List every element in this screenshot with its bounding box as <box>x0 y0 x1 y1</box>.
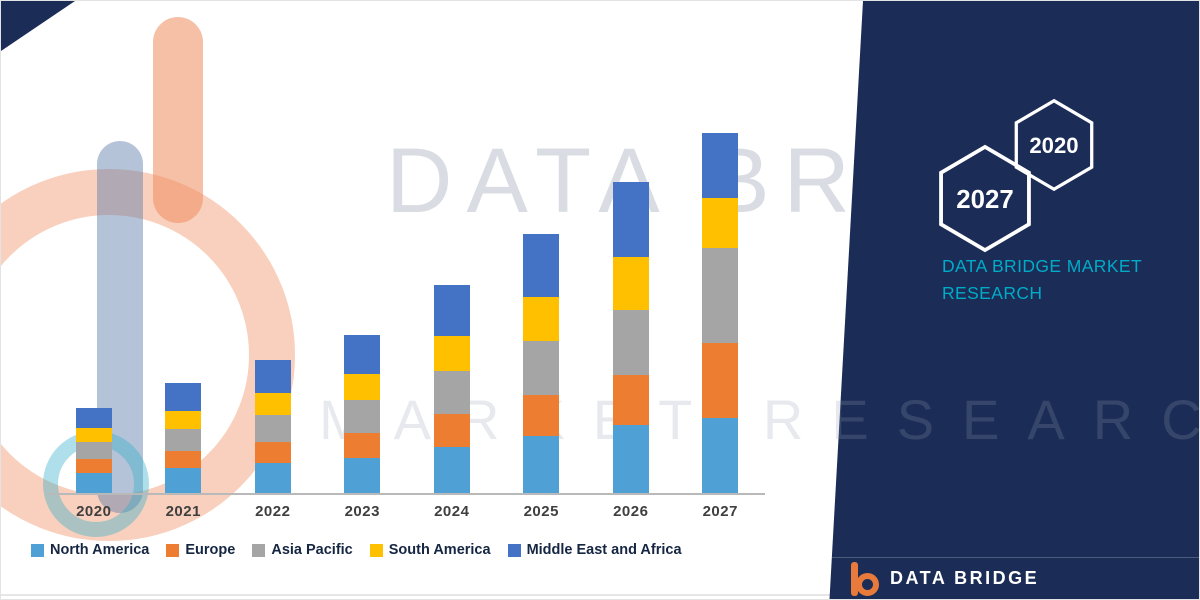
bar-2021-segment-middle-east-and-africa <box>165 383 202 412</box>
bar-column-2027 <box>676 133 766 493</box>
bar-2022-segment-europe <box>254 442 291 464</box>
bar-stack-2021 <box>165 383 202 493</box>
legend-marker-middle-east-and-africa <box>507 543 521 557</box>
bar-2020-segment-south-america <box>75 427 112 442</box>
bar-column-2020 <box>49 407 139 493</box>
bar-2025-segment-north-america <box>523 436 560 493</box>
bar-stack-2027 <box>702 133 739 493</box>
data-bridge-logo-icon <box>849 561 879 596</box>
bar-2021-segment-europe <box>165 451 202 469</box>
bar-2027-segment-asia-pacific <box>702 248 739 344</box>
bar-2020-segment-asia-pacific <box>75 441 112 459</box>
legend-marker-europe <box>166 543 180 557</box>
bar-2020-segment-north-america <box>75 472 112 493</box>
legend-label-middle-east-and-africa: Middle East and Africa <box>526 542 682 558</box>
bar-2021-segment-asia-pacific <box>165 429 202 452</box>
legend-item-asia-pacific: Asia Pacific <box>252 542 353 558</box>
bar-2025-segment-europe <box>523 395 560 437</box>
bar-column-2022 <box>228 360 318 493</box>
bar-2024-segment-south-america <box>433 336 470 372</box>
footer-brand-text: DATA BRIDGE <box>890 568 1040 588</box>
bar-2025-segment-middle-east-and-africa <box>523 234 560 298</box>
bar-2027-segment-europe <box>702 343 739 419</box>
bar-2022-segment-south-america <box>254 393 291 416</box>
bar-2023-segment-europe <box>344 433 381 459</box>
hexagon-badge-2020: 2020 <box>1013 98 1095 192</box>
bar-2026-segment-middle-east-and-africa <box>612 182 649 257</box>
bar-2026-segment-europe <box>612 375 649 425</box>
bar-column-2023 <box>318 335 408 493</box>
bar-2021-segment-south-america <box>165 411 202 430</box>
bar-2022-segment-north-america <box>254 463 291 493</box>
legend-marker-asia-pacific <box>252 543 266 557</box>
bar-2024-segment-europe <box>433 413 470 447</box>
bar-column-2026 <box>586 182 676 493</box>
x-axis-label-2025: 2025 <box>523 503 559 520</box>
x-axis-label-2022: 2022 <box>255 503 291 520</box>
bar-2025-segment-asia-pacific <box>523 341 560 396</box>
hexagon-2020-label: 2020 <box>1029 133 1078 158</box>
bar-column-2021 <box>139 383 229 493</box>
x-axis-label-2024: 2024 <box>434 503 470 520</box>
legend-label-south-america: South America <box>388 542 491 558</box>
bar-stack-2024 <box>433 285 470 493</box>
bar-2020-segment-middle-east-and-africa <box>75 407 112 428</box>
bar-stack-2020 <box>75 407 112 493</box>
legend-marker-south-america <box>369 543 383 557</box>
legend-item-europe: Europe <box>166 542 235 558</box>
legend-item-south-america: South America <box>369 542 491 558</box>
legend-marker-north-america <box>31 543 44 557</box>
hexagon-outline-icon <box>1014 98 1094 192</box>
bar-2024-segment-asia-pacific <box>433 371 470 414</box>
bar-2027-segment-middle-east-and-africa <box>702 133 739 199</box>
legend-label-asia-pacific: Asia Pacific <box>271 542 353 558</box>
watermark-logo-bar-icon <box>153 17 203 223</box>
bar-column-2024 <box>407 285 497 493</box>
bottom-divider <box>1 594 1199 596</box>
x-axis-label-2027: 2027 <box>702 503 738 520</box>
bar-column-2025 <box>497 234 587 493</box>
bar-2026-segment-asia-pacific <box>612 309 649 375</box>
bar-2020-segment-europe <box>75 458 112 473</box>
bar-stack-2022 <box>254 360 291 493</box>
bar-2023-segment-middle-east-and-africa <box>344 335 381 375</box>
bar-2024-segment-middle-east-and-africa <box>433 285 470 337</box>
brand-text: DATA BRIDGE MARKET RESEARCH <box>942 253 1192 307</box>
x-axis: 2020 2021 2022 2023 2024 2025 2026 2027 <box>49 495 765 520</box>
bar-2023-segment-south-america <box>344 374 381 401</box>
bar-2023-segment-north-america <box>344 458 381 493</box>
bar-2025-segment-south-america <box>523 297 560 342</box>
brand-text-line1: DATA BRIDGE MARKET <box>942 256 1143 276</box>
legend-label-europe: Europe <box>185 542 236 558</box>
legend-label-north-america: North America <box>50 542 150 558</box>
brand-text-line2: RESEARCH <box>942 283 1043 303</box>
bar-2022-segment-asia-pacific <box>254 415 291 443</box>
x-axis-label-2020: 2020 <box>76 503 112 520</box>
bar-stack-2025 <box>523 234 560 493</box>
corner-triangle <box>1 1 75 51</box>
bar-stack-2023 <box>344 335 381 493</box>
bar-2027-segment-north-america <box>702 418 739 493</box>
x-axis-label-2021: 2021 <box>165 503 201 520</box>
bar-2026-segment-south-america <box>612 256 649 310</box>
bar-2027-segment-south-america <box>702 198 739 249</box>
plot-area <box>49 119 765 495</box>
x-axis-label-2026: 2026 <box>613 503 649 520</box>
chart-legend: North America Europe Asia Pacific South Ame… <box>31 542 801 558</box>
bar-2023-segment-asia-pacific <box>344 400 381 434</box>
bar-stack-2026 <box>612 182 649 493</box>
legend-item-middle-east-and-africa: Middle East and Africa <box>507 542 682 558</box>
bar-2026-segment-north-america <box>612 425 649 493</box>
bar-2022-segment-middle-east-and-africa <box>254 360 291 394</box>
stacked-bar-chart: 2020 2021 2022 2023 2024 2025 2026 2027 <box>49 119 765 520</box>
legend-item-north-america: North America <box>31 542 149 558</box>
bar-2024-segment-north-america <box>433 446 470 493</box>
x-axis-label-2023: 2023 <box>344 503 380 520</box>
bar-2021-segment-north-america <box>165 468 202 493</box>
footer: DATA BRIDGE <box>829 557 1199 599</box>
hexagon-2027-label: 2027 <box>956 186 1013 214</box>
